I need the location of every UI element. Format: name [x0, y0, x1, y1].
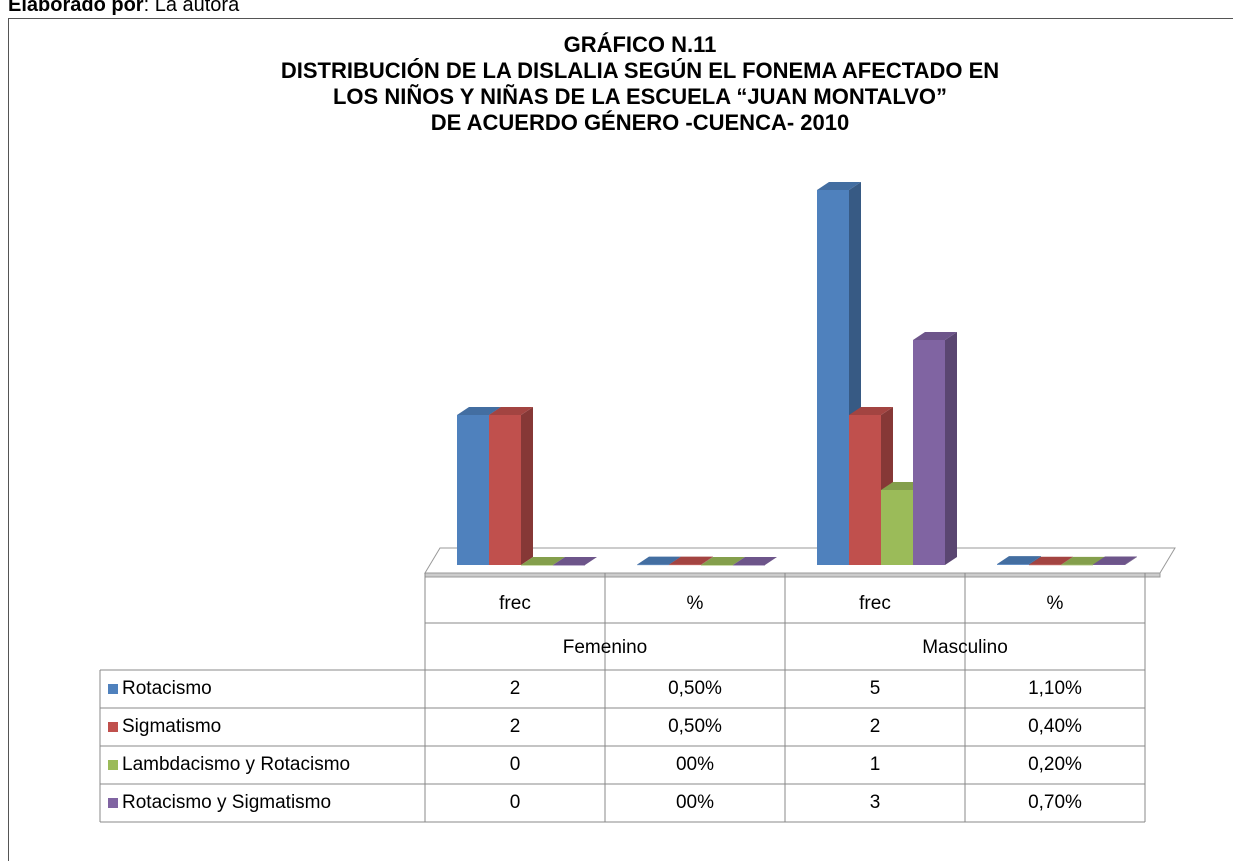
- bar: [701, 565, 733, 566]
- bar-side: [1125, 556, 1137, 565]
- note-text: : La autora: [144, 0, 241, 16]
- legend-swatch: [108, 722, 118, 732]
- bar-side: [945, 332, 957, 565]
- bar-top: [817, 182, 861, 190]
- bar-top: [1093, 556, 1137, 565]
- legend-label: Rotacismo: [122, 678, 212, 699]
- chart-title: LOS NIÑOS Y NIÑAS DE LA ESCUELA “JUAN MO…: [333, 84, 947, 109]
- bar: [997, 564, 1029, 565]
- table-value: 1: [870, 754, 881, 775]
- chart-title: GRÁFICO N.11: [564, 32, 717, 57]
- floor-edge: [424, 572, 1161, 578]
- table-value: 0: [510, 792, 521, 813]
- table-value: 1,10%: [1028, 678, 1082, 699]
- legend-swatch: [108, 684, 118, 694]
- bar: [521, 565, 553, 566]
- bar: [817, 190, 849, 565]
- bar-top: [733, 557, 777, 565]
- category-label: %: [687, 593, 704, 614]
- bar: [669, 564, 701, 566]
- bar: [489, 415, 521, 565]
- bar-top: [489, 407, 533, 415]
- bar: [1061, 564, 1093, 566]
- bar: [1093, 564, 1125, 565]
- table-value: 3: [870, 792, 881, 813]
- bar-top: [457, 407, 501, 415]
- table-value: 2: [510, 678, 521, 699]
- bar-top: [521, 557, 565, 565]
- bar-top: [1061, 556, 1105, 565]
- table-value: 0,50%: [668, 716, 722, 737]
- bar: [913, 340, 945, 565]
- table-value: 0,50%: [668, 678, 722, 699]
- legend-label: Lambdacismo y Rotacismo: [122, 754, 350, 775]
- bar-side: [521, 407, 533, 565]
- bar: [553, 565, 585, 566]
- category-label: frec: [859, 593, 891, 614]
- group-label: Femenino: [563, 637, 648, 658]
- bar-top: [1029, 556, 1073, 565]
- bar-top: [997, 556, 1041, 565]
- bar-top: [701, 557, 745, 565]
- bar-top: [669, 556, 713, 565]
- category-label: frec: [499, 593, 531, 614]
- bar: [733, 565, 765, 566]
- bar: [457, 415, 489, 565]
- bar: [849, 415, 881, 565]
- bar: [1029, 564, 1061, 566]
- chart-title: DISTRIBUCIÓN DE LA DISLALIA SEGÚN EL FON…: [281, 58, 999, 83]
- table-value: 0: [510, 754, 521, 775]
- table-value: 00%: [676, 792, 714, 813]
- table-value: 0,40%: [1028, 716, 1082, 737]
- bar-top: [637, 556, 681, 565]
- legend-swatch: [108, 760, 118, 770]
- bar-top: [553, 557, 597, 565]
- table-value: 2: [510, 716, 521, 737]
- table-value: 0,20%: [1028, 754, 1082, 775]
- table-value: 5: [870, 678, 881, 699]
- table-value: 2: [870, 716, 881, 737]
- group-label: Masculino: [922, 637, 1008, 658]
- bar-top: [849, 407, 893, 415]
- chart-frame: [8, 18, 1233, 861]
- category-label: %: [1047, 593, 1064, 614]
- bar: [881, 490, 913, 565]
- bar: [637, 564, 669, 566]
- legend-label: Rotacismo y Sigmatismo: [122, 792, 331, 813]
- note: Elaborado por: La autora: [8, 0, 240, 16]
- chart-title: DE ACUERDO GÉNERO -CUENCA- 2010: [431, 110, 849, 135]
- bar-top: [913, 332, 957, 340]
- legend-swatch: [108, 798, 118, 808]
- bar-side: [701, 556, 713, 565]
- table-value: 0,70%: [1028, 792, 1082, 813]
- note-label: Elaborado por: [8, 0, 144, 16]
- table-value: 00%: [676, 754, 714, 775]
- legend-label: Sigmatismo: [122, 716, 221, 737]
